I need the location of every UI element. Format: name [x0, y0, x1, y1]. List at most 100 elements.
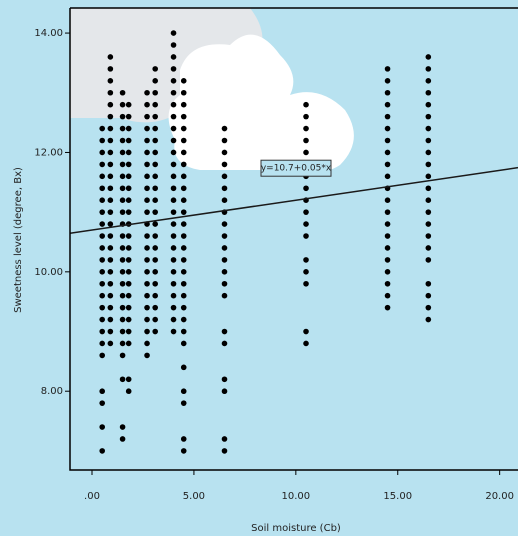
point: [119, 376, 126, 383]
point: [303, 185, 309, 192]
point: [152, 245, 158, 251]
point: [180, 78, 187, 84]
point: [170, 66, 177, 72]
point: [170, 280, 177, 287]
y-tick-label: 10.00: [34, 267, 63, 278]
point: [425, 280, 432, 287]
point: [180, 149, 187, 156]
point: [144, 269, 150, 275]
point: [107, 292, 114, 299]
point: [425, 221, 432, 227]
point: [144, 257, 150, 263]
point: [180, 161, 187, 168]
point: [170, 304, 177, 311]
point: [221, 137, 228, 144]
point: [170, 257, 177, 263]
point: [384, 125, 391, 132]
point: [221, 388, 228, 395]
point: [180, 257, 187, 263]
point: [221, 173, 228, 180]
point: [170, 269, 177, 275]
point: [170, 54, 177, 60]
point: [221, 340, 228, 347]
point: [99, 328, 106, 335]
point: [180, 436, 187, 442]
point: [221, 197, 228, 204]
point: [170, 101, 177, 108]
y-tick-label: 14.00: [34, 28, 63, 39]
point: [119, 280, 126, 287]
point: [180, 185, 187, 192]
point: [180, 113, 187, 120]
point: [384, 149, 391, 156]
point: [125, 388, 132, 395]
point: [170, 185, 177, 192]
point: [99, 304, 106, 311]
point: [180, 125, 187, 132]
fit-label-box: [260, 159, 332, 177]
point: [303, 221, 309, 227]
point: [221, 125, 228, 132]
point: [125, 233, 132, 239]
point: [119, 352, 126, 359]
point: [384, 197, 391, 204]
point: [107, 137, 114, 144]
point: [152, 209, 158, 215]
point: [144, 137, 150, 144]
point: [152, 233, 158, 239]
point: [180, 304, 187, 311]
point: [119, 245, 126, 251]
point: [180, 137, 187, 144]
point: [99, 269, 106, 275]
point: [107, 149, 114, 156]
point: [303, 340, 309, 347]
point: [384, 78, 391, 84]
point: [119, 257, 126, 263]
point: [107, 340, 114, 347]
point: [144, 292, 150, 299]
point: [180, 173, 187, 180]
point: [303, 149, 309, 156]
point: [107, 280, 114, 287]
point: [144, 316, 150, 323]
point: [180, 209, 187, 215]
point: [152, 66, 158, 72]
point: [384, 101, 391, 108]
point: [152, 280, 158, 287]
point: [180, 101, 187, 108]
point: [152, 149, 158, 156]
point: [107, 89, 114, 96]
point: [99, 352, 106, 359]
x-tick-label: 10.00: [282, 491, 311, 502]
point: [384, 209, 391, 215]
point: [170, 42, 177, 48]
point: [119, 137, 126, 144]
point: [107, 269, 114, 275]
point: [180, 316, 187, 323]
point: [221, 376, 228, 383]
point: [170, 197, 177, 204]
point: [125, 209, 132, 215]
point: [99, 221, 106, 227]
point: [125, 292, 132, 299]
point: [170, 137, 177, 144]
point: [152, 101, 158, 108]
y-tick-label: 8.00: [41, 386, 63, 397]
point: [384, 89, 391, 96]
point: [125, 101, 132, 108]
point: [170, 113, 177, 120]
point: [125, 173, 132, 180]
point: [119, 89, 126, 96]
point: [221, 292, 228, 299]
point: [119, 269, 126, 275]
point: [170, 221, 177, 227]
point: [170, 125, 177, 132]
point: [425, 245, 432, 251]
point: [425, 113, 432, 120]
point: [99, 340, 106, 347]
point: [119, 185, 126, 192]
point: [144, 149, 150, 156]
point: [119, 424, 126, 430]
point: [425, 185, 432, 192]
